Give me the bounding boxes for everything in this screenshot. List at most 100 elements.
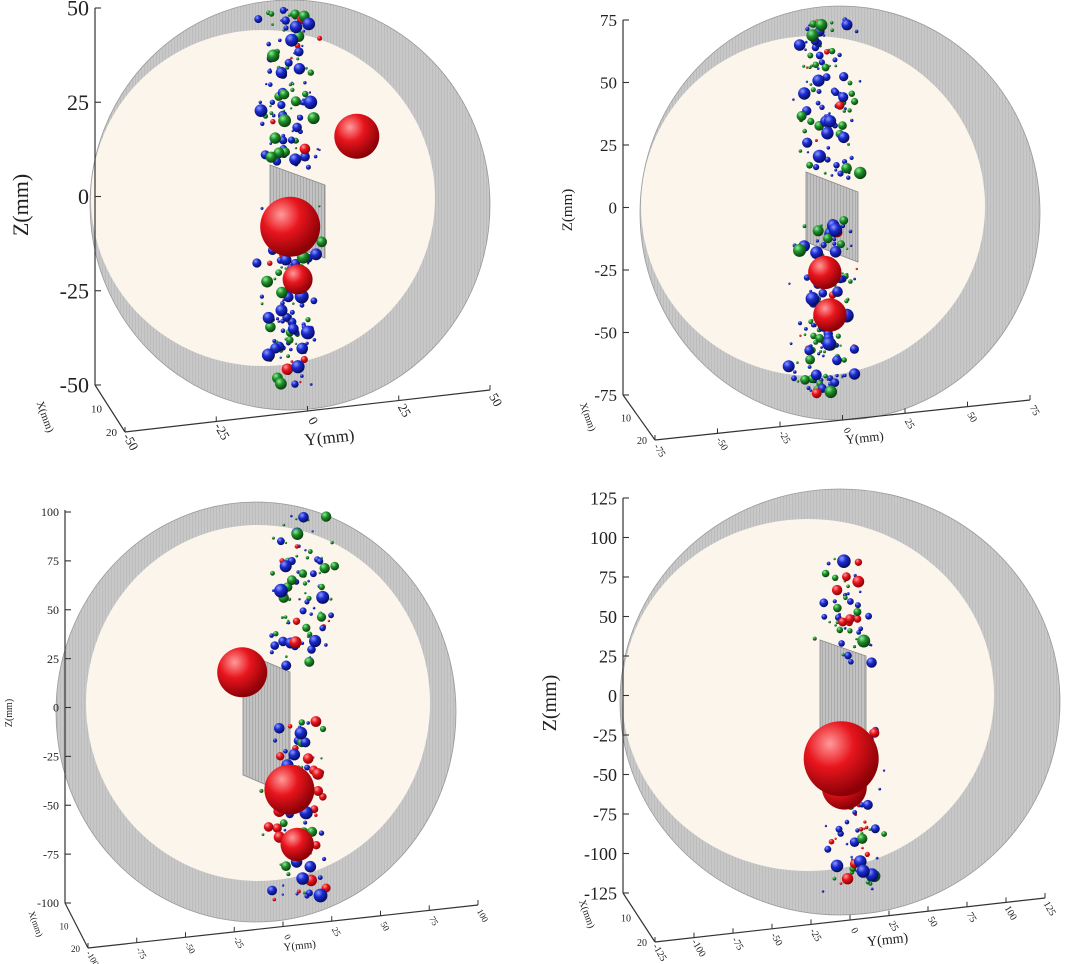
- y-tick-label: -75: [729, 935, 745, 952]
- event-point: [318, 571, 321, 575]
- event-point: [269, 142, 273, 145]
- event-point: [294, 726, 308, 740]
- event-point: [305, 317, 311, 323]
- event-point: [300, 151, 310, 162]
- event-point: [268, 11, 275, 17]
- event-point: [309, 383, 313, 386]
- event-point: [294, 146, 298, 150]
- event-point: [793, 370, 797, 374]
- event-point: [266, 41, 272, 47]
- event-point: [835, 333, 841, 339]
- event-point: [297, 114, 304, 121]
- event-point: [294, 544, 299, 549]
- event-points: [252, 6, 380, 390]
- event-point: [866, 657, 877, 668]
- event-point: [279, 356, 282, 359]
- event-point: [307, 549, 313, 554]
- event-point: [312, 768, 324, 780]
- z-tick-label: 75: [599, 567, 617, 587]
- y-tick-label: -100: [84, 949, 101, 964]
- event-point: [305, 341, 309, 345]
- event-point: [289, 107, 293, 110]
- event-point: [791, 375, 797, 382]
- event-point: [254, 104, 268, 117]
- event-point: [291, 528, 304, 540]
- event-point: [853, 615, 862, 623]
- event-point: [290, 360, 294, 363]
- event-point: [832, 286, 843, 298]
- event-point: [856, 864, 870, 878]
- event-point: [841, 162, 852, 174]
- event-point: [300, 641, 305, 645]
- event-point: [290, 87, 295, 92]
- y-tick-label: 100: [475, 907, 491, 924]
- event-point: [845, 614, 855, 624]
- event-point: [841, 223, 846, 229]
- event-point: [802, 128, 807, 134]
- y-tick-label: 100: [1002, 904, 1019, 922]
- event-point: [804, 48, 807, 51]
- event-point: [307, 631, 313, 637]
- event-point: [287, 13, 292, 17]
- event-point: [798, 87, 811, 100]
- event-point: [275, 269, 283, 276]
- y-tick-label: 0: [282, 933, 293, 942]
- event-point: [852, 645, 857, 649]
- event-point: [284, 267, 287, 270]
- event-point: [881, 831, 887, 837]
- event-point: [850, 118, 854, 123]
- event-point: [824, 156, 831, 163]
- event-point: [834, 837, 837, 840]
- event-point: [841, 357, 847, 363]
- event-point: [839, 216, 849, 225]
- event-point: [853, 608, 862, 616]
- event-point: [298, 569, 307, 578]
- event-point: [267, 885, 277, 896]
- event-point: [854, 166, 867, 180]
- event-point: [817, 352, 821, 356]
- event-point: [282, 523, 286, 527]
- event-point: [837, 554, 851, 568]
- x-tick-label: 10: [60, 922, 70, 932]
- event-point: [314, 813, 318, 817]
- event-point: [806, 151, 810, 154]
- z-tick-label: -100: [584, 844, 617, 864]
- event-point: [849, 155, 854, 160]
- event-point: [832, 241, 837, 246]
- event-point: [789, 342, 793, 345]
- z-tick-label: 50: [67, 0, 89, 21]
- z-axis-label: Z(mm): [8, 174, 33, 236]
- event-point: [276, 286, 288, 299]
- event-point: [269, 650, 274, 655]
- event-point: [265, 82, 268, 86]
- y-tick-label: 25: [330, 925, 343, 938]
- event-point: [307, 579, 310, 583]
- event-point: [837, 170, 844, 177]
- z-tick-label: -50: [60, 373, 89, 398]
- z-tick-label: 125: [590, 488, 617, 508]
- event-point: [842, 159, 848, 165]
- event-point: [826, 561, 831, 566]
- flaw-plane: [805, 171, 859, 263]
- large-red-event: [282, 264, 313, 295]
- z-tick-label: -50: [594, 323, 617, 342]
- event-point: [870, 824, 880, 834]
- event-point: [313, 786, 324, 796]
- event-point: [847, 142, 850, 146]
- event-point: [312, 606, 316, 610]
- event-point: [810, 322, 816, 328]
- large-red-event: [334, 113, 380, 159]
- event-point: [290, 514, 293, 518]
- event-point: [302, 29, 306, 33]
- event-point: [322, 856, 327, 862]
- event-point: [328, 612, 334, 619]
- event-point: [845, 842, 849, 846]
- event-point: [851, 97, 859, 106]
- event-point: [303, 95, 318, 110]
- event-point: [271, 113, 276, 118]
- event-point: [308, 91, 312, 94]
- y-tick-label: 50: [379, 920, 392, 933]
- event-point: [805, 291, 820, 306]
- event-point: [800, 375, 810, 385]
